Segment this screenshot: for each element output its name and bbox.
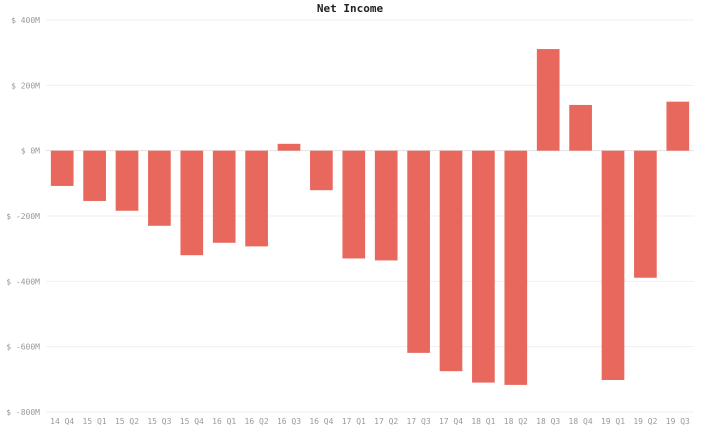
bar-15-q2 <box>115 150 139 211</box>
y-tick-label: $ -200M <box>6 212 40 221</box>
y-tick-label: $ -600M <box>6 343 40 352</box>
x-tick-label: 19 Q2 <box>633 417 657 426</box>
x-tick-label: 19 Q3 <box>666 417 690 426</box>
x-tick-label: 17 Q4 <box>439 417 463 426</box>
bar-16-q2 <box>245 150 268 247</box>
bar-17-q4 <box>439 150 463 372</box>
bar-19-q3 <box>666 101 690 151</box>
y-tick-label: $ -400M <box>6 277 40 286</box>
x-axis-tick-labels: 14 Q4 15 Q1 15 Q2 15 Q3 15 Q4 16 Q1 16 Q2 16 Q3… <box>50 417 690 426</box>
bar-17-q1 <box>342 150 366 259</box>
bar-15-q4 <box>180 150 204 256</box>
x-tick-label: 16 Q3 <box>277 417 301 426</box>
y-tick-label: $ 400M <box>11 16 40 25</box>
x-tick-label: 19 Q1 <box>601 417 625 426</box>
x-tick-label: 15 Q1 <box>83 417 107 426</box>
y-tick-label: $ 200M <box>11 81 40 90</box>
x-tick-label: 15 Q4 <box>180 417 204 426</box>
x-tick-label: 16 Q4 <box>309 417 333 426</box>
y-tick-label: $ -800M <box>6 408 40 417</box>
bar-15-q3 <box>148 150 171 226</box>
chart-title: Net Income <box>317 2 384 15</box>
x-tick-label: 17 Q1 <box>342 417 366 426</box>
bar-19-q1 <box>601 150 625 380</box>
x-tick-label: 18 Q1 <box>471 417 495 426</box>
bar-16-q1 <box>212 150 236 243</box>
bar-16-q3 <box>277 143 301 151</box>
y-axis-tick-labels: $ -800M $ -600M $ -400M $ -200M $ 0M $ 200M $ … <box>6 16 40 417</box>
x-tick-label: 17 Q2 <box>374 417 398 426</box>
bar-17-q3 <box>407 150 430 353</box>
bar-18-q2 <box>504 150 528 385</box>
x-tick-label: 16 Q1 <box>212 417 236 426</box>
y-tick-label: $ 0M <box>21 147 40 156</box>
bar-15-q1 <box>83 150 106 201</box>
bars <box>50 49 690 385</box>
x-tick-label: 17 Q3 <box>407 417 431 426</box>
bar-16-q4 <box>310 150 333 191</box>
x-tick-label: 18 Q2 <box>504 417 528 426</box>
x-tick-label: 16 Q2 <box>245 417 269 426</box>
x-tick-label: 15 Q2 <box>115 417 139 426</box>
bar-18-q1 <box>472 150 495 383</box>
bar-19-q2 <box>634 150 657 278</box>
bar-17-q2 <box>374 150 398 261</box>
bar-18-q3 <box>536 49 560 151</box>
bar-18-q4 <box>569 104 592 151</box>
x-tick-label: 14 Q4 <box>50 417 74 426</box>
grid-lines <box>46 19 694 413</box>
x-tick-label: 18 Q3 <box>536 417 560 426</box>
x-tick-label: 15 Q3 <box>147 417 171 426</box>
bar-14-q4 <box>50 150 74 186</box>
x-tick-label: 18 Q4 <box>569 417 593 426</box>
